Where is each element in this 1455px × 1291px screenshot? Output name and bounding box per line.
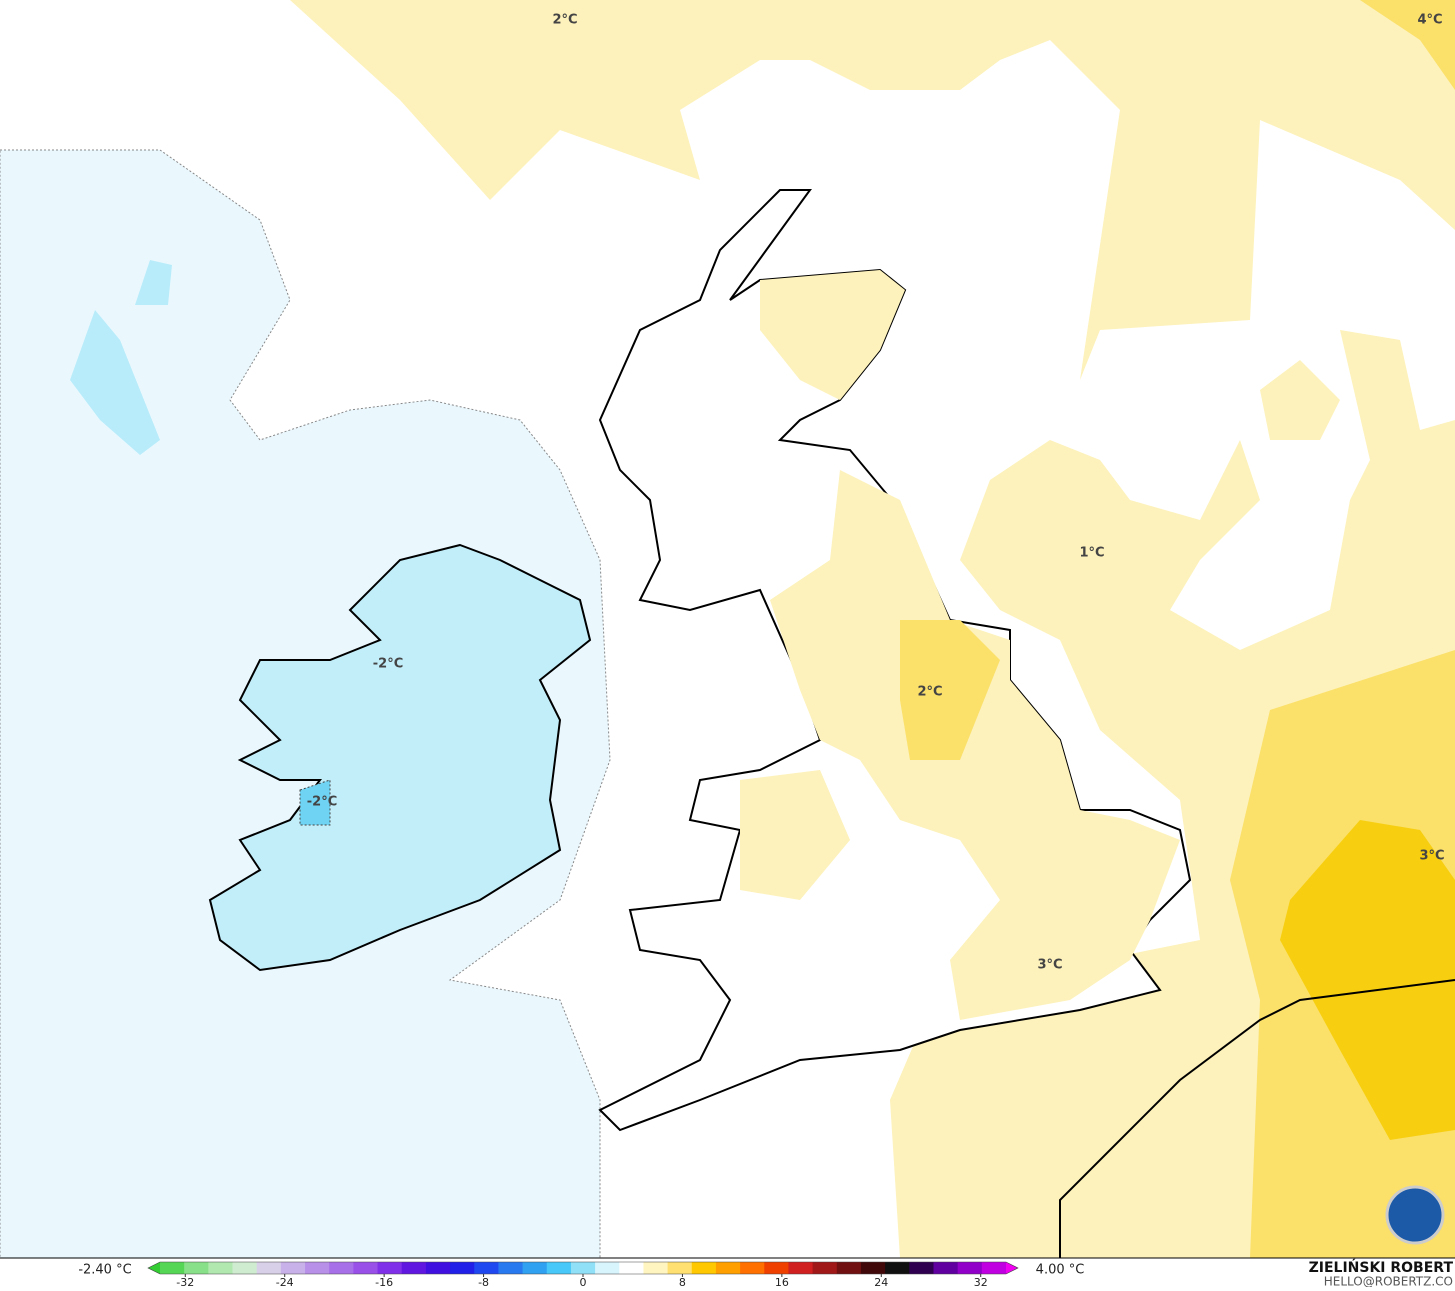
colorbar-cell [933, 1262, 959, 1274]
author: ZIELIŃSKI ROBERT [1309, 1258, 1454, 1276]
colorbar-cell [643, 1262, 669, 1274]
colorbar-cell [329, 1262, 354, 1274]
colorbar-cell [256, 1262, 282, 1274]
colorbar-cell [836, 1262, 862, 1274]
cold-patch [135, 260, 172, 305]
colorbar-tick-label: 8 [679, 1276, 686, 1287]
colorbar-cell [305, 1262, 330, 1274]
colorbar-end [148, 1262, 160, 1274]
noaa-logo [1385, 1185, 1445, 1245]
ireland [208, 543, 592, 972]
colorbar-cell [595, 1262, 620, 1274]
contour-label: 3°C [1419, 849, 1444, 864]
contour-label: 2°C [552, 13, 577, 28]
colorbar-cell [522, 1262, 548, 1274]
colorbar-cell [232, 1262, 258, 1274]
colorbar-cell [184, 1262, 209, 1274]
colorbar-cell [570, 1262, 596, 1274]
colorbar-cell [450, 1262, 475, 1274]
colorbar-cell [619, 1262, 644, 1274]
colorbar-cell [812, 1262, 838, 1274]
warmest-area [1280, 820, 1455, 1140]
colorbar: -32 -24 -16 -8 0 8 16 24 32 [147, 1261, 1019, 1289]
colorbar-cell [498, 1262, 524, 1274]
colorbar-cell [474, 1262, 499, 1274]
colorbar-cell [957, 1262, 983, 1274]
contour-label: -2°C [373, 657, 403, 672]
colorbar-cell [885, 1262, 910, 1274]
min-label: -2.40 °C [78, 1263, 131, 1278]
colorbar-cell [208, 1262, 234, 1274]
colorbar-cell [425, 1262, 451, 1274]
colorbar-tick-label: -32 [176, 1276, 194, 1287]
contour-label: -2°C [307, 795, 337, 810]
colorbar-cell [788, 1262, 814, 1274]
cold-patch [70, 310, 160, 455]
colorbar-cell [160, 1262, 185, 1274]
colorbar-cell [909, 1262, 934, 1274]
colorbar-cell [401, 1262, 427, 1274]
colorbar-cell [280, 1262, 306, 1274]
colorbar-cell [353, 1262, 379, 1274]
warm-land [760, 270, 905, 400]
contour-label: 3°C [1037, 958, 1062, 973]
colorbar-cell [691, 1262, 717, 1274]
colorbar-tick-label: 32 [974, 1276, 988, 1287]
colorbar-end [1006, 1262, 1018, 1274]
warmer-land [900, 620, 1000, 760]
max-label: 4.00 °C [1036, 1263, 1085, 1278]
colorbar-cell [860, 1262, 886, 1274]
france-coast [1059, 979, 1455, 1258]
colorbar-cell [715, 1262, 741, 1274]
colorbar-cell [740, 1262, 765, 1274]
colorbar-cell [377, 1262, 403, 1274]
warm-area [290, 0, 1455, 380]
contour-label: 4°C [1417, 13, 1442, 28]
colorbar-tick-label: 24 [874, 1276, 888, 1287]
colorbar-outline [147, 1261, 1019, 1275]
colorbar-cell [667, 1262, 693, 1274]
colorbar-cell [546, 1262, 572, 1274]
colorbar-cell [981, 1262, 1007, 1274]
colorbar-tick-label: -24 [276, 1276, 294, 1287]
warmer-area [1360, 0, 1455, 90]
colorbar-tick-label: 16 [775, 1276, 789, 1287]
colorbar-tick-label: -8 [478, 1276, 489, 1287]
contour-label: 1°C [1079, 546, 1104, 561]
warm-area [1260, 360, 1340, 440]
warm-land [740, 770, 850, 900]
cold-patch [299, 779, 331, 826]
contour-label: 2°C [917, 685, 942, 700]
colorbar-cell [764, 1262, 789, 1274]
warm-land [770, 470, 1180, 1020]
colorbar-tick-label: 0 [580, 1276, 587, 1287]
contact: HELLO@ROBERTZ.CO [1324, 1275, 1453, 1288]
colorbar-tick-label: -16 [375, 1276, 393, 1287]
